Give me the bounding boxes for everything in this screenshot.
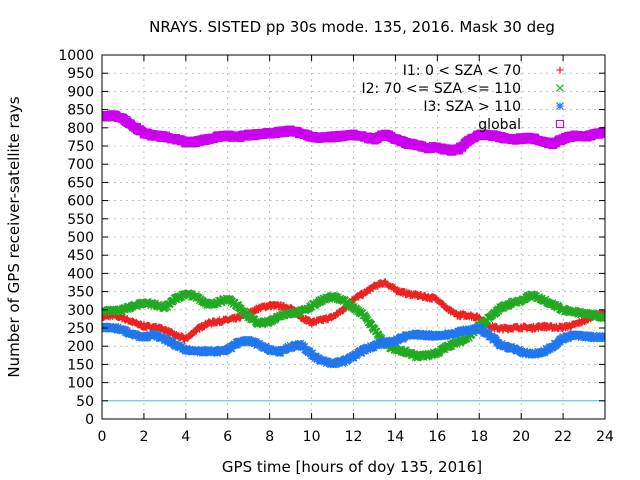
y-tick-label: 600 [67,194,94,210]
y-tick-label: 500 [67,230,94,246]
chart-title: NRAYS. SISTED pp 30s mode. 135, 2016. Ma… [149,18,555,36]
x-tick-label: 10 [303,429,321,445]
x-tick-label: 0 [98,429,107,445]
y-tick-label: 0 [85,412,94,428]
y-tick-label: 300 [67,303,94,319]
legend-label: I3: SZA > 110 [423,99,521,115]
y-axis-label: Number of GPS receiver-satellite rays [5,96,23,377]
y-tick-label: 450 [67,248,94,264]
x-tick-label: 20 [512,429,530,445]
x-tick-label: 14 [387,429,405,445]
y-tick-label: 750 [67,139,94,155]
y-tick-label: 650 [67,175,94,191]
y-tick-label: 250 [67,321,94,337]
y-tick-label: 900 [67,84,94,100]
y-tick-label: 400 [67,266,94,282]
legend-label: I1: 0 < SZA < 70 [403,63,521,79]
x-tick-label: 2 [139,429,148,445]
y-tick-label: 350 [67,285,94,301]
x-tick-label: 4 [181,429,190,445]
y-tick-label: 950 [67,66,94,82]
x-axis-label: GPS time [hours of doy 135, 2016] [222,458,482,476]
x-tick-label: 18 [470,429,488,445]
y-tick-label: 50 [76,394,94,410]
y-tick-label: 700 [67,157,94,173]
series-plus [102,278,605,343]
data-points [102,110,605,369]
x-tick-label: 6 [223,429,232,445]
x-tick-label: 8 [265,429,274,445]
x-tick-label: 12 [345,429,363,445]
y-tick-label: 1000 [58,48,94,64]
legend-label: I2: 70 <= SZA <= 110 [361,81,521,97]
x-tick-label: 22 [554,429,572,445]
legend-label: global [478,117,521,133]
y-tick-label: 100 [67,376,94,392]
y-tick-label: 200 [67,339,94,355]
y-tick-label: 150 [67,357,94,373]
y-tick-label: 800 [67,121,94,137]
x-tick-label: 16 [428,429,446,445]
legend-marker [556,102,564,110]
y-tick-label: 550 [67,212,94,228]
x-tick-label: 24 [596,429,614,445]
y-tick-label: 850 [67,103,94,119]
grid-lines [102,55,605,419]
